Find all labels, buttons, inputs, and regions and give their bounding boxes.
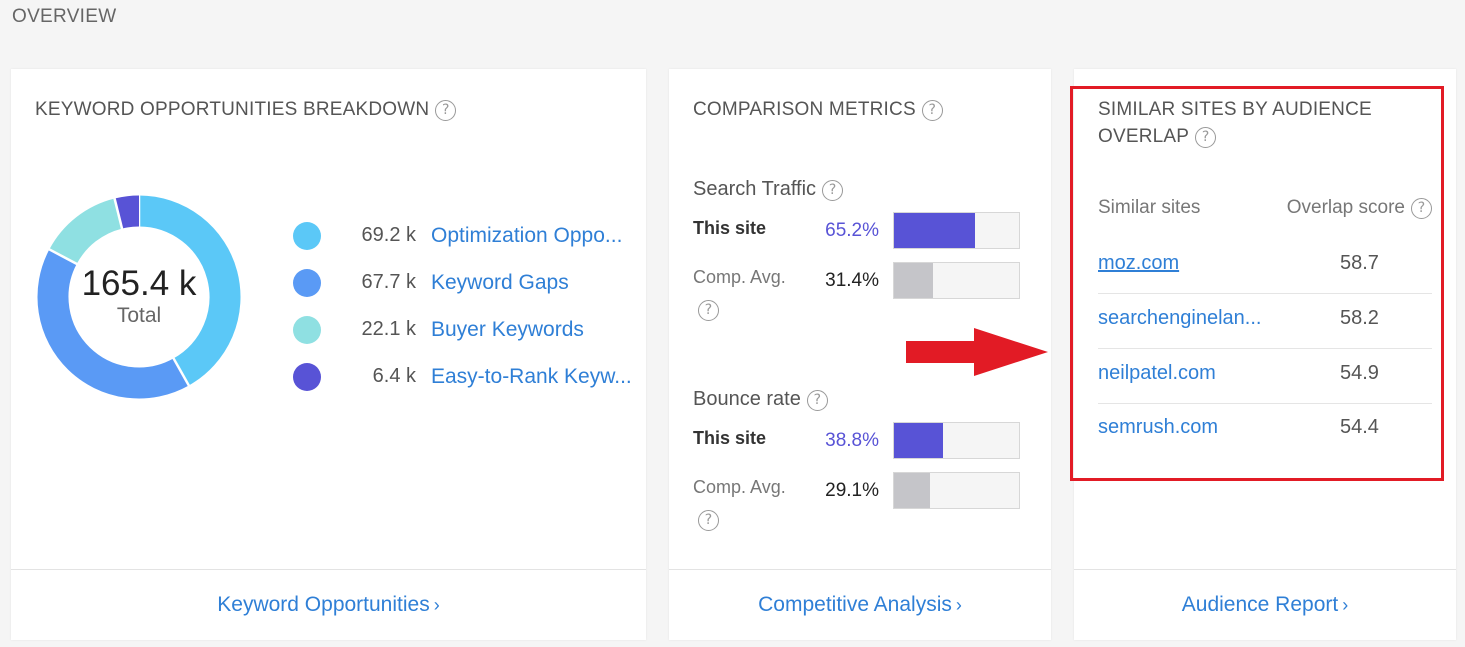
similar-card-title-line2: OVERLAP [1098, 126, 1190, 147]
similar-sites-header: Similar sites Overlap score? [1098, 197, 1432, 219]
legend-dot-icon [293, 221, 321, 250]
bar-fill [894, 423, 943, 458]
legend-dot-icon [293, 315, 321, 344]
help-icon[interactable]: ? [435, 100, 457, 121]
search-traffic-label: Search Traffic [693, 178, 817, 200]
this-site-label: This site [693, 428, 767, 448]
keyword-card-title: KEYWORD OPPORTUNITIES BREAKDOWN [35, 99, 430, 120]
bar-fill [894, 473, 931, 508]
legend-link-buyer-keywords[interactable]: Buyer Keywords [431, 317, 584, 341]
help-icon[interactable]: ? [698, 300, 719, 321]
help-icon[interactable]: ? [822, 180, 844, 201]
similar-card-title: SIMILAR SITES BY AUDIENCE OVERLAP? [1098, 96, 1372, 150]
help-icon[interactable]: ? [1195, 127, 1217, 148]
donut-separator [172, 356, 191, 387]
bounce-rate-site-row: This site 38.8% [693, 422, 1023, 460]
overlap-score-header-row: Overlap score? [1287, 197, 1432, 219]
search-traffic-comp-row: Comp. Avg. 31.4% [693, 262, 1023, 300]
competitive-analysis-link[interactable]: Competitive Analysis › [758, 593, 962, 616]
similar-site-link[interactable]: searchenginelan... [1098, 307, 1262, 329]
similar-site-link[interactable]: neilpatel.com [1098, 362, 1216, 384]
red-arrow-icon [906, 328, 1048, 376]
keyword-opportunities-link[interactable]: Keyword Opportunities › [217, 593, 440, 616]
similar-site-link[interactable]: moz.com [1098, 252, 1180, 274]
chevron-right-icon: › [1342, 595, 1349, 615]
search-traffic-heading: Search Traffic? [693, 178, 844, 201]
page-title: OVERVIEW [12, 6, 117, 27]
similar-site-row: neilpatel.com 54.9 [1098, 349, 1432, 404]
overlap-score: 54.4 [1340, 416, 1379, 438]
metrics-card-title: COMPARISON METRICS [693, 99, 916, 120]
similar-site-row: semrush.com 54.4 [1098, 403, 1432, 458]
chevron-right-icon: › [955, 595, 962, 615]
bar-fill [894, 263, 934, 298]
chevron-right-icon: › [433, 595, 440, 615]
help-icon[interactable]: ? [921, 100, 943, 121]
comp-avg-value: 29.1% [825, 480, 879, 501]
bounce-rate-comp-row: Comp. Avg. 29.1% [693, 472, 1023, 510]
legend-item: 22.1 k Buyer Keywords [293, 306, 632, 353]
bounce-rate-label: Bounce rate [693, 388, 801, 410]
legend-value: 69.2 k [361, 224, 416, 246]
comparison-metrics-card: COMPARISON METRICS? Search Traffic? This… [669, 69, 1051, 640]
donut-total-label: Total [116, 304, 162, 327]
legend-link-easy-to-rank[interactable]: Easy-to-Rank Keyw... [431, 364, 632, 388]
overlap-score: 58.7 [1340, 252, 1379, 274]
legend-link-optimization[interactable]: Optimization Oppo... [431, 223, 623, 247]
legend-value: 6.4 k [372, 365, 416, 387]
keyword-opportunities-card: KEYWORD OPPORTUNITIES BREAKDOWN? 165.4 k… [11, 69, 646, 640]
metrics-card-title-row: COMPARISON METRICS? [693, 96, 943, 123]
legend-dot-icon [293, 362, 321, 391]
similar-sites-card: SIMILAR SITES BY AUDIENCE OVERLAP? Simil… [1074, 69, 1456, 640]
this-site-value: 38.8% [825, 430, 879, 451]
metrics-card-footer: Competitive Analysis › [669, 569, 1051, 640]
donut-separator [47, 247, 79, 266]
similar-site-row: searchenginelan... 58.2 [1098, 294, 1432, 349]
similar-site-link[interactable]: semrush.com [1098, 416, 1219, 438]
similar-card-title-line1: SIMILAR SITES BY AUDIENCE [1098, 99, 1372, 120]
similar-site-row: moz.com 58.7 [1098, 239, 1432, 294]
comp-avg-label: Comp. Avg. [693, 267, 786, 287]
help-icon[interactable]: ? [806, 390, 828, 411]
legend-link-keyword-gaps[interactable]: Keyword Gaps [431, 270, 569, 294]
bounce-rate-heading: Bounce rate? [693, 388, 828, 411]
overlap-score: 58.2 [1340, 307, 1379, 329]
this-site-bar [893, 212, 1020, 249]
legend-dot-icon [293, 268, 321, 297]
this-site-value: 65.2% [825, 220, 879, 241]
keyword-legend: 69.2 k Optimization Oppo... 67.7 k Keywo… [293, 212, 632, 400]
similar-card-footer: Audience Report › [1074, 569, 1456, 640]
this-site-bar [893, 422, 1020, 459]
help-icon[interactable]: ? [698, 510, 719, 531]
comp-avg-bar [893, 262, 1020, 299]
keyword-card-footer: Keyword Opportunities › [11, 569, 646, 640]
legend-value: 22.1 k [361, 318, 416, 340]
comp-avg-bar [893, 472, 1020, 509]
legend-item: 69.2 k Optimization Oppo... [293, 212, 632, 259]
keyword-donut-chart [37, 194, 241, 399]
donut-separator [113, 197, 124, 230]
audience-report-link[interactable]: Audience Report › [1181, 593, 1349, 616]
donut-center: 165.4 k Total [35, 193, 243, 401]
help-icon[interactable]: ? [1411, 198, 1432, 219]
similar-sites-column-header: Similar sites [1098, 197, 1201, 218]
search-traffic-site-row: This site 65.2% [693, 212, 1023, 250]
legend-item: 6.4 k Easy-to-Rank Keyw... [293, 353, 632, 400]
donut-segment[interactable] [49, 198, 123, 265]
overlap-score: 54.9 [1340, 362, 1379, 384]
donut-segment[interactable] [37, 249, 189, 399]
highlight-box-annotation [1070, 86, 1444, 481]
legend-item: 67.7 k Keyword Gaps [293, 259, 632, 306]
donut-segment[interactable] [138, 195, 241, 386]
overlap-score-column-header: Overlap score [1286, 197, 1405, 218]
this-site-label: This site [693, 218, 767, 238]
legend-value: 67.7 k [361, 271, 416, 293]
comp-avg-label: Comp. Avg. [693, 477, 786, 497]
keyword-card-title-row: KEYWORD OPPORTUNITIES BREAKDOWN? [35, 96, 457, 123]
comp-avg-value: 31.4% [825, 270, 879, 291]
similar-card-title-line2-row: OVERLAP? [1098, 123, 1372, 150]
bar-fill [894, 213, 976, 248]
donut-total-value: 165.4 k [81, 264, 197, 303]
